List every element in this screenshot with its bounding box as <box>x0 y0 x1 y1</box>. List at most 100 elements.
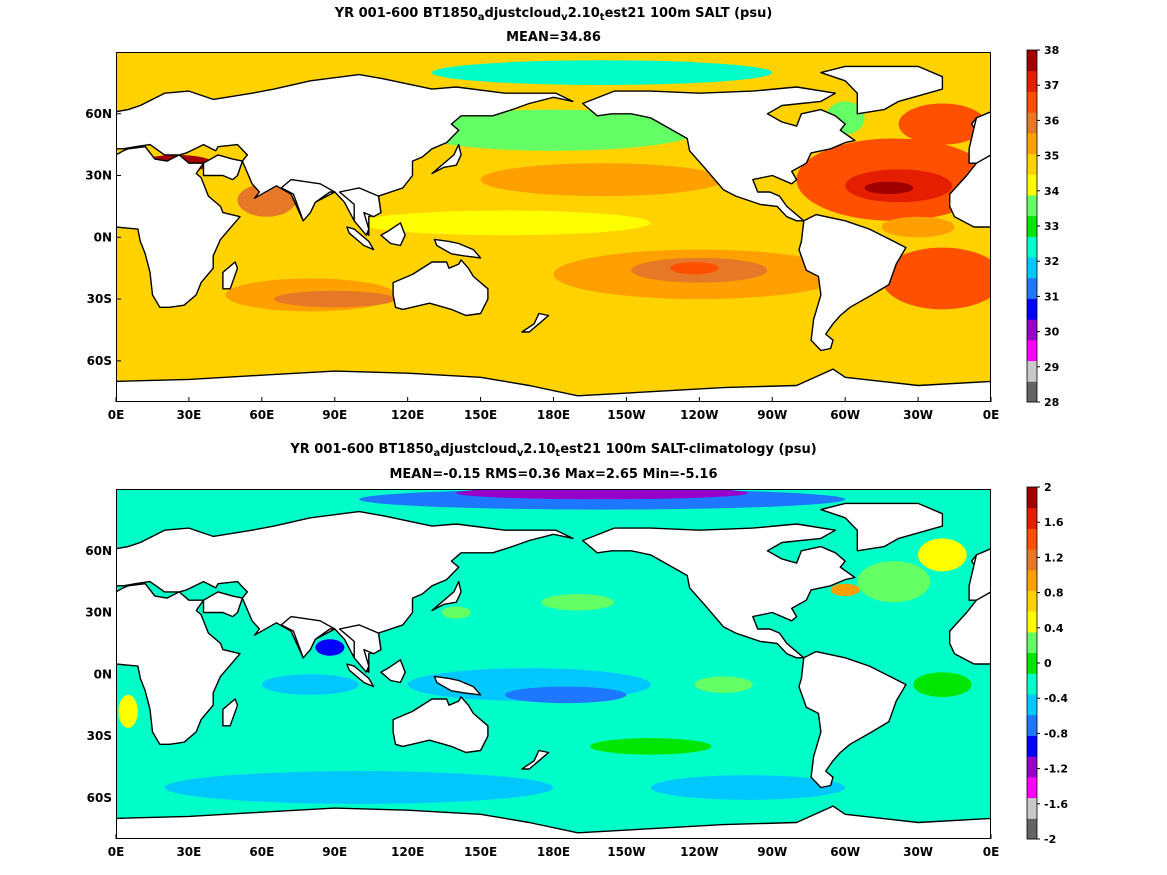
india-land <box>280 178 336 222</box>
colorbar-label: 30 <box>1044 326 1060 339</box>
x-tick-label: 0E <box>983 845 1000 859</box>
australia-land <box>392 259 489 317</box>
x-tick-label: 120W <box>680 408 718 422</box>
tropical-pacific-fresh <box>359 210 651 236</box>
x-tick-label: 0E <box>108 845 125 859</box>
arctic-negative-core <box>456 489 748 500</box>
south-pacific-max <box>670 262 719 275</box>
central-pacific-positive <box>694 676 753 693</box>
y-tick-label: 60S <box>87 354 112 368</box>
y-tick-label: 60S <box>87 791 112 805</box>
x-tick-label: 60W <box>830 845 860 859</box>
colorbar-swatch <box>1027 381 1037 403</box>
bay-of-bengal-negative <box>315 639 345 656</box>
africa-west-land <box>949 591 991 665</box>
colorbar-label: 37 <box>1044 79 1059 92</box>
x-tick-label: 150E <box>464 845 497 859</box>
madagascar-land <box>222 261 239 290</box>
colorbar-label: 1.6 <box>1044 516 1064 529</box>
y-tick-label: 60N <box>85 544 112 558</box>
colorbar-label: 32 <box>1044 255 1059 268</box>
y-tick-label: 0N <box>94 667 112 681</box>
x-tick-label: 60E <box>249 408 274 422</box>
colorbar-swatch <box>1027 339 1037 362</box>
x-tick-label: 0E <box>108 408 125 422</box>
colorbar-swatch <box>1027 652 1037 674</box>
colorbar-label: 0.4 <box>1044 622 1064 635</box>
southern-ocean-negative-2 <box>650 775 846 800</box>
colorbar-label: 28 <box>1044 396 1059 409</box>
colorbar-swatch <box>1027 569 1037 592</box>
y-tick-label: 30S <box>87 729 112 743</box>
colorbar-label: 1.2 <box>1044 551 1064 564</box>
greenland-land <box>820 65 944 115</box>
south-pacific-positive <box>589 738 712 755</box>
newguinea-land <box>433 675 482 696</box>
colorbar-label: 0.8 <box>1044 587 1064 600</box>
australia-land <box>392 696 489 754</box>
x-tick-label: 90E <box>322 408 347 422</box>
y-tick-label: 30S <box>87 292 112 306</box>
north-atlantic-positive-2 <box>918 538 967 572</box>
y-tick-label: 30N <box>85 606 112 620</box>
arabia-gap-fill <box>202 154 244 181</box>
nz-land <box>521 312 550 333</box>
x-tick-label: 120E <box>391 845 424 859</box>
colorbar-swatch <box>1027 360 1037 382</box>
y-tick-label: 60N <box>85 107 112 121</box>
south-america-land <box>798 650 907 789</box>
europe-north-land <box>116 510 574 673</box>
colorbar-swatch <box>1027 818 1037 840</box>
colorbar-swatch <box>1027 549 1037 571</box>
japan-land <box>431 143 462 175</box>
western-pacific-core <box>504 686 627 704</box>
colorbar-swatch <box>1027 236 1037 258</box>
x-tick-label: 150W <box>607 408 645 422</box>
colorbar-label: 38 <box>1044 44 1059 57</box>
colorbar-swatch <box>1027 507 1037 529</box>
x-tick-label: 150W <box>607 845 645 859</box>
madagascar-land <box>222 698 239 727</box>
colorbar-swatch <box>1027 694 1037 716</box>
eurasia-africa-land <box>116 582 241 746</box>
x-tick-label: 90W <box>757 408 787 422</box>
colorbar-label: 0 <box>1044 657 1052 670</box>
colorbar-swatch <box>1027 112 1037 134</box>
top-chart-title: YR 001-600 BT1850adjustcloudv2.10test21 … <box>334 6 773 23</box>
sumatra-land <box>346 663 375 688</box>
north-atlantic-max <box>864 181 914 195</box>
equatorial-indian-negative <box>261 674 360 695</box>
colorbar-swatch <box>1027 194 1037 217</box>
colorbar-label: -0.4 <box>1044 692 1068 705</box>
x-tick-label: 60E <box>249 845 274 859</box>
colorbar-label: 36 <box>1044 114 1060 127</box>
x-tick-label: 90E <box>322 845 347 859</box>
greenland-land <box>820 502 944 552</box>
southern-ocean-negative <box>164 771 554 804</box>
colorbar-swatch <box>1027 611 1037 633</box>
south-atlantic-gyre <box>881 247 991 310</box>
south-america-land <box>798 213 907 352</box>
colorbar-label: 29 <box>1044 361 1059 374</box>
x-tick-label: 30E <box>176 845 201 859</box>
y-tick-label: 0N <box>94 230 112 244</box>
colorbar-swatch <box>1027 756 1037 778</box>
antarctica-land <box>116 805 991 839</box>
colorbar-label: 35 <box>1044 150 1059 163</box>
colorbar-label: -1.6 <box>1044 798 1068 811</box>
bottom-anomaly-map <box>116 489 991 839</box>
colorbar-swatch <box>1027 714 1037 736</box>
indochina-land <box>338 187 382 236</box>
map-frame <box>116 489 991 839</box>
x-tick-label: 120E <box>391 408 424 422</box>
africa-west-land <box>949 154 991 228</box>
north-pacific-positive-2 <box>441 606 471 619</box>
x-tick-label: 0E <box>983 408 1000 422</box>
borneo-land <box>380 222 406 247</box>
europe-north-land <box>116 73 574 236</box>
colorbar-swatch <box>1027 257 1037 279</box>
arabian-sea-high <box>237 183 296 217</box>
arctic-low-salinity <box>431 60 773 85</box>
north-pacific-positive <box>541 594 615 611</box>
